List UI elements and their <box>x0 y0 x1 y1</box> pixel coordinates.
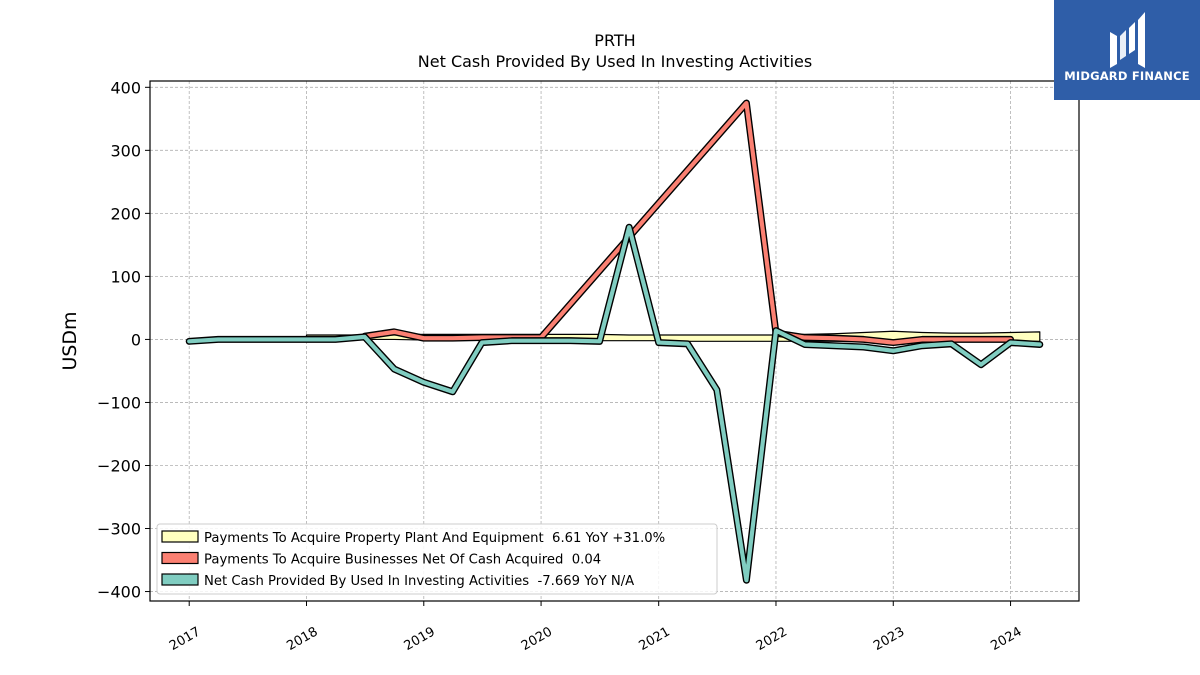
legend-swatch <box>161 573 199 586</box>
legend-entry: Payments To Acquire Property Plant And E… <box>204 531 665 546</box>
x-tick-label: 2018 <box>284 624 320 654</box>
y-tick-label: 200 <box>110 204 141 223</box>
y-tick-label: −300 <box>97 520 141 539</box>
x-tick-label: 2022 <box>754 624 790 654</box>
plot-frame <box>149 80 1080 602</box>
series-line-businesses <box>362 100 1013 345</box>
chart-subtitle: Net Cash Provided By Used In Investing A… <box>417 52 813 71</box>
legend-entry: Net Cash Provided By Used In Investing A… <box>204 574 634 589</box>
x-tick-label: 2017 <box>167 624 203 654</box>
y-tick-label: 300 <box>110 141 141 160</box>
y-tick-label: 100 <box>110 267 141 286</box>
chart-title: PRTH <box>594 31 636 50</box>
y-tick-label: 400 <box>110 78 141 97</box>
y-tick-label: −400 <box>97 583 141 602</box>
legend-entry: Payments To Acquire Businesses Net Of Ca… <box>204 553 601 568</box>
logo-mark-icon <box>1110 12 1145 68</box>
x-tick-label: 2020 <box>519 624 555 654</box>
y-tick-label: 0 <box>131 330 141 349</box>
x-tick-label: 2023 <box>871 624 907 654</box>
y-tick-label: −200 <box>97 456 141 475</box>
legend-box <box>156 523 718 595</box>
x-tick-label: 2024 <box>988 624 1024 654</box>
midgard-finance-logo: MIDGARD FINANCE <box>1054 0 1200 100</box>
series-line-businesses-outline <box>361 99 1015 347</box>
series-line-investing <box>187 225 1042 583</box>
x-tick-label: 2019 <box>402 624 438 654</box>
legend-swatch <box>161 530 199 543</box>
logo-text: MIDGARD FINANCE <box>1064 69 1190 83</box>
x-tick-label: 2021 <box>637 624 673 654</box>
y-tick-label: −100 <box>97 393 141 412</box>
y-axis-label: USDm <box>59 311 81 370</box>
legend-swatch <box>161 551 199 565</box>
